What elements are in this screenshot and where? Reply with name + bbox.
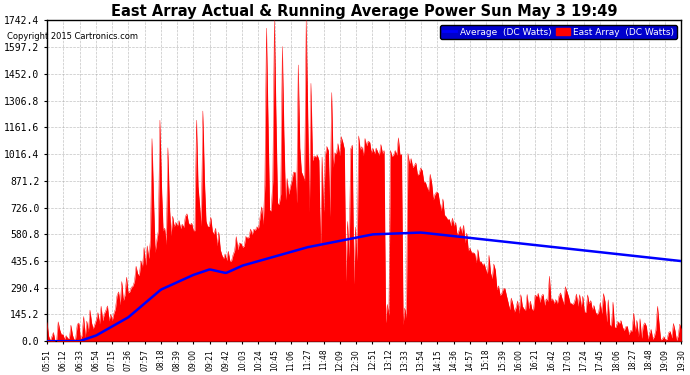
Text: Copyright 2015 Cartronics.com: Copyright 2015 Cartronics.com <box>7 32 138 41</box>
Legend: Average  (DC Watts), East Array  (DC Watts): Average (DC Watts), East Array (DC Watts… <box>440 25 677 39</box>
Title: East Array Actual & Running Average Power Sun May 3 19:49: East Array Actual & Running Average Powe… <box>111 4 618 19</box>
